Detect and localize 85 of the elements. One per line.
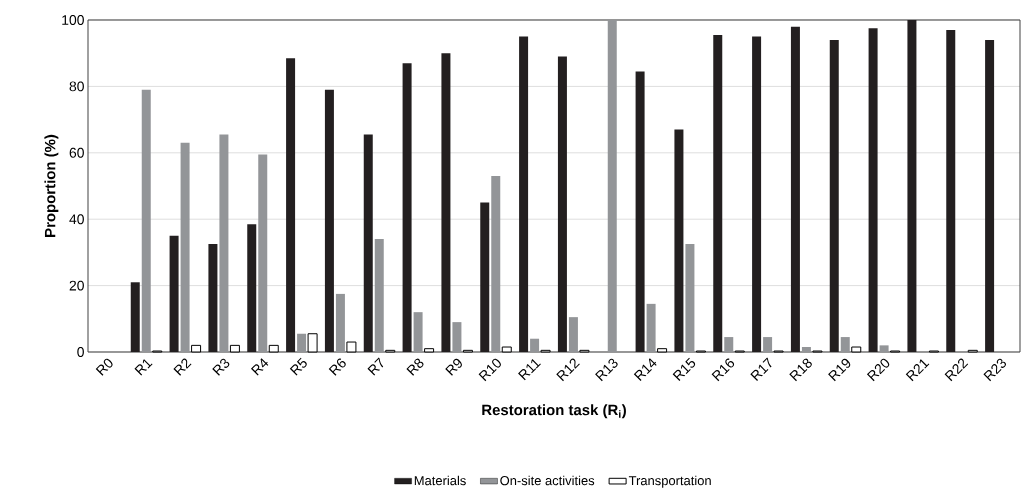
bar (840, 337, 850, 352)
bar (374, 239, 384, 352)
x-tick-label: R20 (866, 358, 890, 382)
bar (724, 337, 734, 352)
x-tick-label: R12 (556, 358, 580, 382)
bar (713, 34, 723, 352)
y-tick-label: 20 (69, 280, 84, 291)
x-tick-label: R2 (173, 358, 192, 376)
x-tick-label: R9 (445, 358, 462, 376)
bar (208, 244, 218, 352)
bar (286, 58, 296, 352)
bar (568, 317, 578, 352)
bar (557, 56, 567, 352)
bar (346, 341, 357, 353)
x-tick-label: R0 (95, 358, 113, 376)
bar (946, 29, 956, 352)
x-tick-label: R10 (478, 358, 501, 382)
bar (763, 337, 773, 352)
x-tick-label: R21 (905, 359, 930, 382)
y-tick-label: 40 (69, 214, 84, 225)
bar (879, 345, 889, 352)
bar (297, 333, 307, 352)
bar (413, 312, 423, 352)
bar (907, 20, 917, 352)
x-tick-label: R19 (828, 358, 851, 382)
bar (752, 36, 762, 352)
y-tick-label: 60 (69, 147, 84, 158)
legend-label: Materials (414, 475, 466, 486)
bar (191, 344, 202, 353)
bar (219, 134, 229, 352)
x-axis-title: Restoration task (R$_{i}$) (482, 404, 626, 419)
bar (607, 20, 617, 352)
bar (424, 348, 435, 353)
bar (268, 344, 279, 353)
x-tick-label: R6 (328, 358, 346, 376)
bar (646, 303, 656, 352)
bar (851, 346, 862, 353)
y-tick-label: 100 (62, 15, 84, 25)
bar (307, 333, 318, 353)
legend-label: Transportation (628, 475, 711, 488)
bar (519, 36, 529, 352)
x-tick-label: R5 (289, 357, 307, 376)
bar (324, 89, 334, 352)
bar (801, 347, 811, 352)
x-tick-label: R8 (406, 358, 424, 376)
bar (441, 53, 451, 352)
x-tick-label: R23 (983, 358, 1007, 382)
bar (635, 71, 645, 352)
x-tick-label: R3 (212, 358, 230, 376)
bar (363, 134, 373, 352)
bar (452, 322, 462, 352)
x-tick-label: R13 (595, 358, 618, 382)
x-tick-label: R7 (367, 357, 384, 376)
x-tick-label: R16 (711, 358, 735, 382)
bar (180, 142, 190, 352)
legend-label: On-site activities (500, 475, 595, 486)
x-tick-label: R14 (633, 358, 657, 382)
y-tick-label: 0 (77, 347, 84, 357)
bar (674, 129, 684, 352)
bar (685, 244, 695, 352)
bar (480, 202, 490, 352)
bar (229, 344, 240, 353)
x-tick-label: R11 (518, 359, 541, 381)
bar (169, 235, 179, 352)
bar (868, 28, 878, 352)
bar (130, 282, 140, 352)
bar (501, 346, 512, 353)
x-tick-label: R4 (250, 358, 269, 376)
y-tick-label: 80 (69, 81, 84, 92)
x-tick-label: R1 (134, 359, 153, 376)
bar (141, 89, 151, 352)
bar (790, 26, 800, 352)
x-tick-label: R22 (944, 358, 969, 382)
bar (829, 39, 839, 352)
y-axis-title: Proportion (%) (44, 134, 59, 237)
bar (258, 154, 268, 352)
bar (491, 176, 501, 352)
bar (402, 63, 412, 352)
bar (985, 39, 995, 352)
bar (657, 348, 668, 353)
bar (335, 293, 345, 352)
x-tick-label: R18 (789, 358, 812, 382)
bar (247, 224, 257, 352)
x-tick-label: R15 (672, 357, 696, 382)
bar (530, 338, 540, 352)
